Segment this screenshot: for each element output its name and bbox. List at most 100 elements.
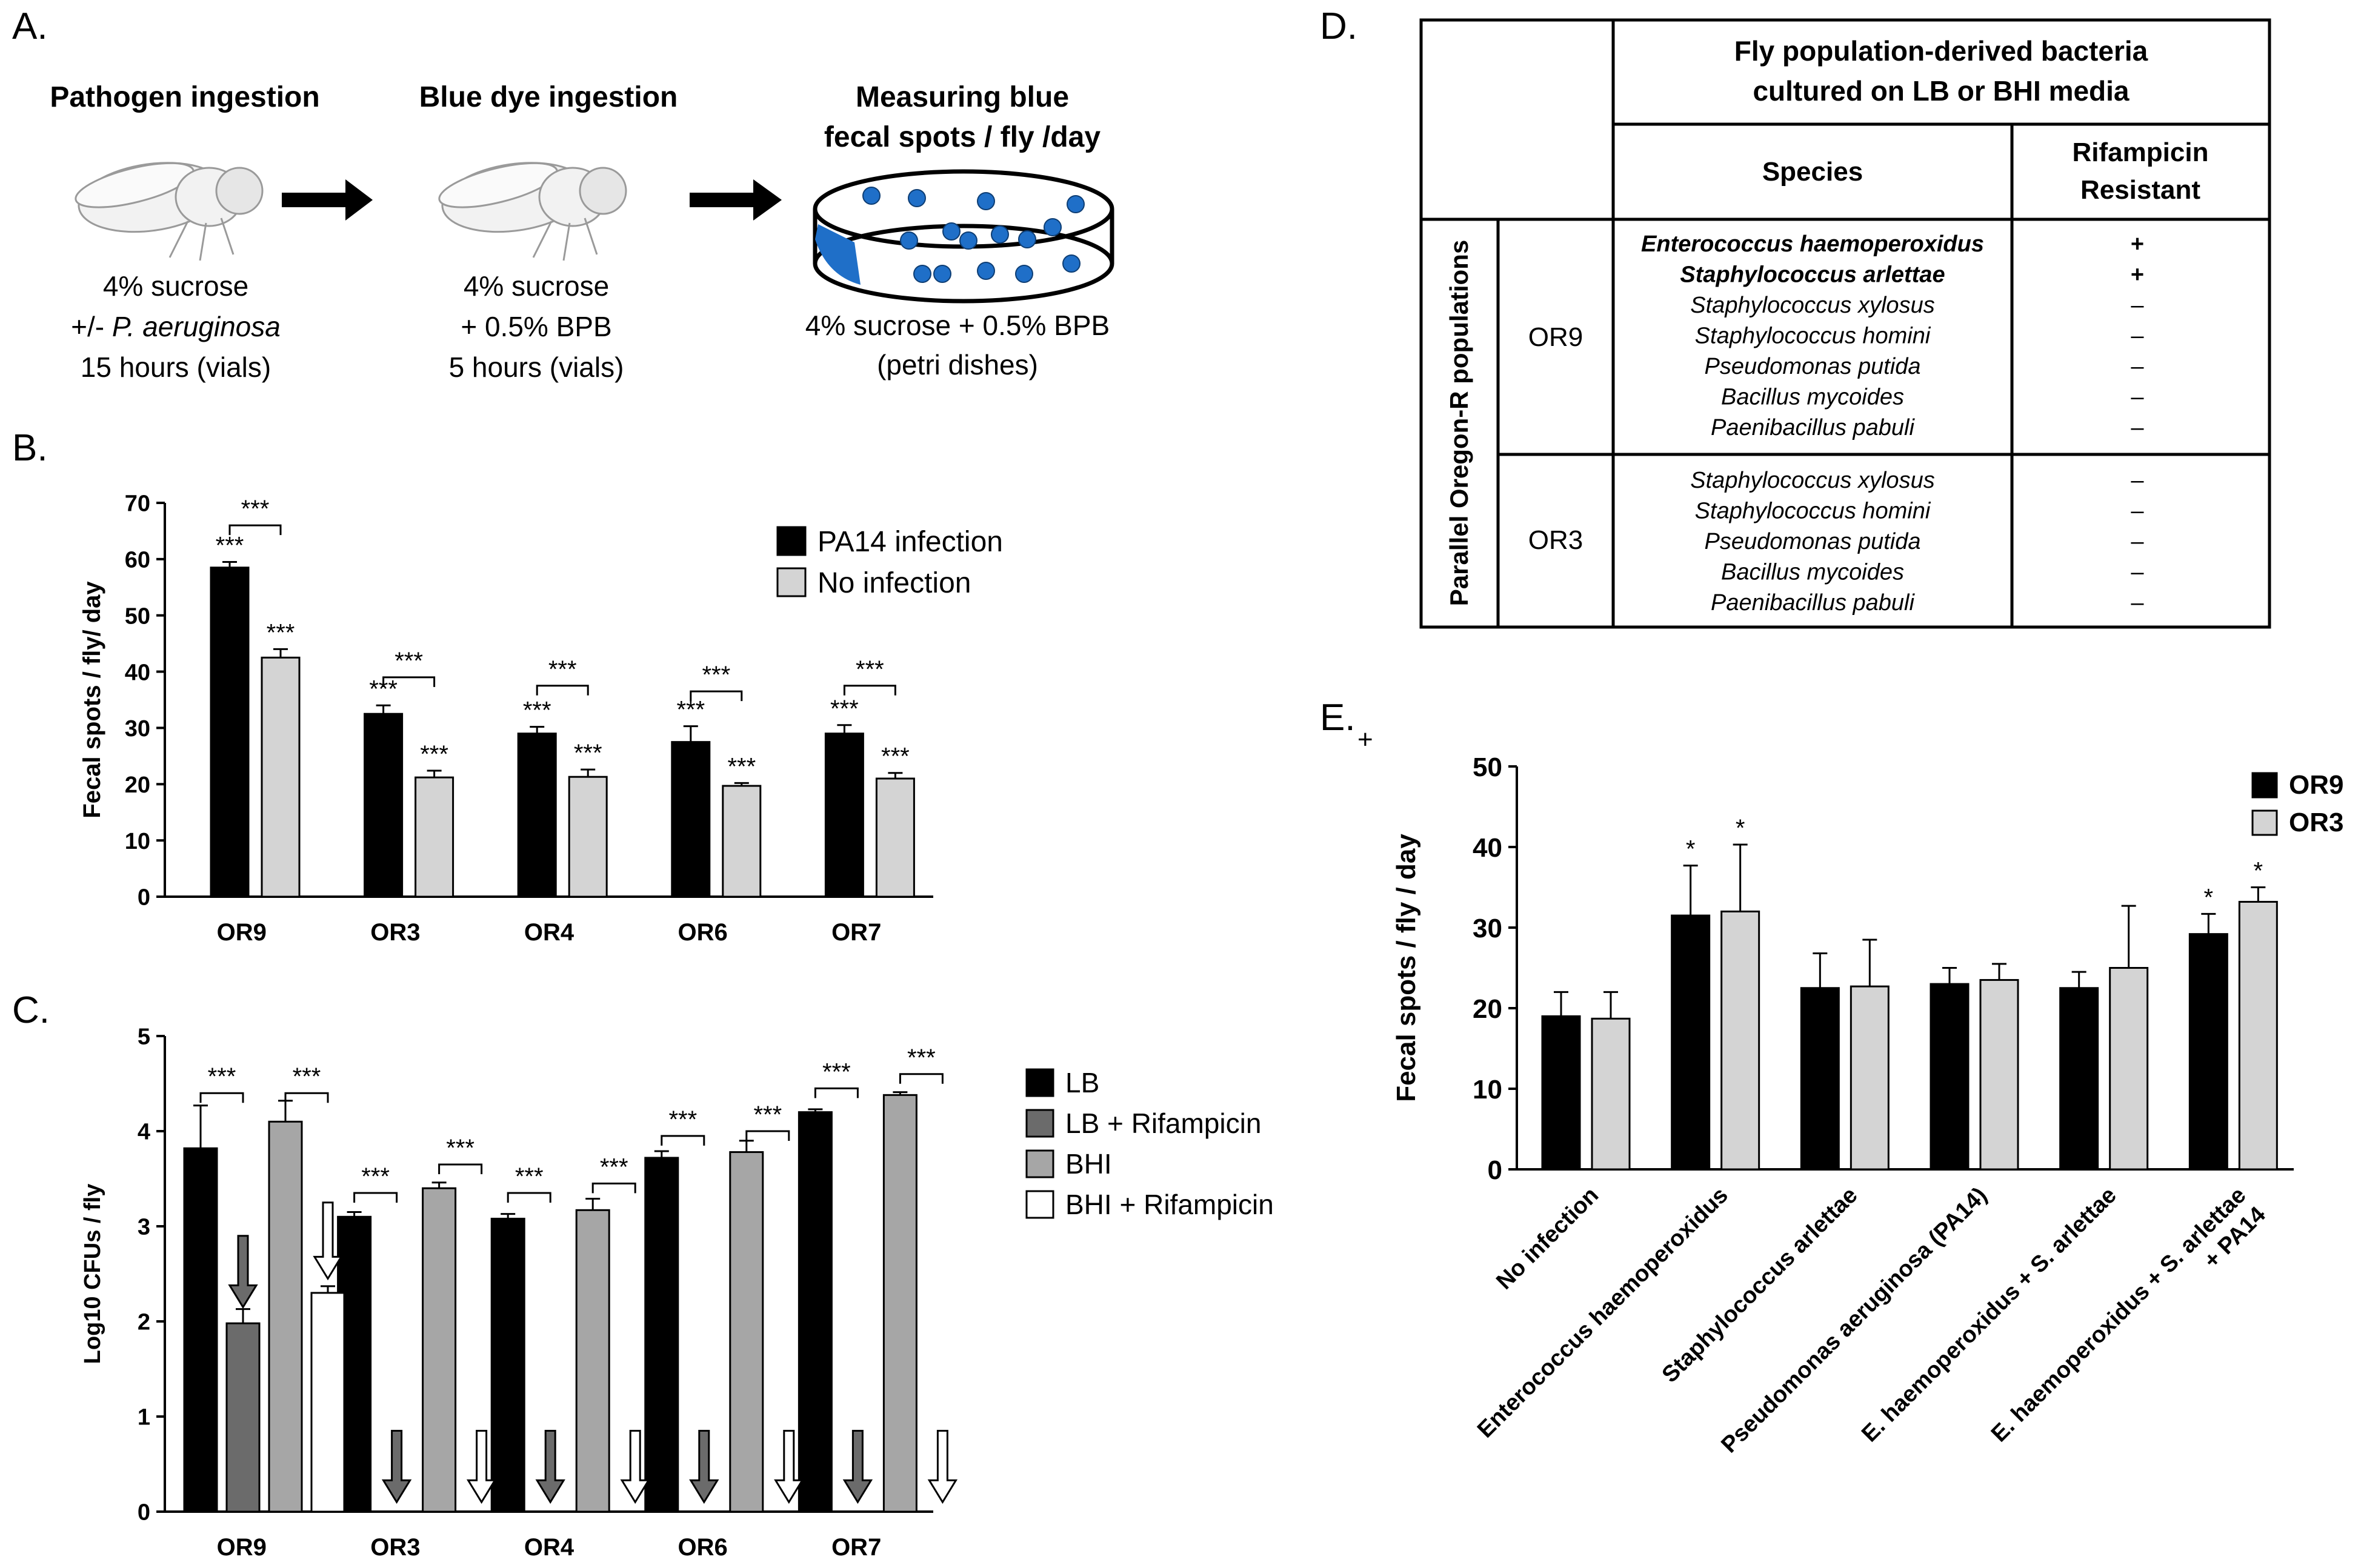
bracket-label: ***	[395, 648, 423, 674]
legend-label: No infection	[818, 567, 971, 599]
bar	[183, 1147, 218, 1513]
bar	[2238, 900, 2278, 1171]
x-tick-label: Pseudomonas aeruginosa (PA14)	[1716, 1183, 1992, 1458]
x-tick-label-line: E. haemoperoxidus + S. arlettae	[1986, 1183, 2251, 1447]
y-axis-label: Fecal spots / fly / day	[1391, 834, 1421, 1102]
step1-line1: 4% sucrose	[103, 270, 248, 302]
row-label-vertical: Parallel Oregon-R populations	[1445, 240, 1473, 606]
down-arrow-icon	[774, 1430, 804, 1504]
y-tick-label: 20	[125, 772, 150, 798]
bracket-label: ***	[600, 1154, 628, 1180]
x-tick-label: E. haemoperoxidus + S. arlettae+ PA14	[1986, 1183, 2271, 1467]
table-header-line2: cultured on LB or BHI media	[1753, 75, 2129, 107]
x-tick-label-line: E. haemoperoxidus + S. arlettae	[1857, 1183, 2122, 1447]
bracket-label: ***	[822, 1058, 851, 1085]
bar	[490, 1217, 525, 1513]
legend-swatch	[1025, 1149, 1054, 1178]
bar	[575, 1209, 610, 1513]
bracket-label: ***	[856, 656, 884, 683]
legend-swatch	[2251, 809, 2278, 836]
y-tick-label: 70	[125, 491, 150, 517]
down-arrow-icon	[381, 1430, 412, 1504]
bar	[2188, 933, 2228, 1171]
bracket-label: ***	[361, 1163, 390, 1190]
species-cell: Paenibacillus pabuli	[1711, 415, 1915, 440]
x-tick-label: OR3	[370, 919, 420, 946]
species-cell: Staphylococcus homini	[1695, 324, 1931, 349]
y-tick-label: 20	[1473, 994, 1502, 1024]
species-cell: Enterococcus haemoperoxidus	[1641, 231, 1984, 257]
legend-label: BHI	[1065, 1148, 1112, 1180]
bar	[1800, 987, 1840, 1171]
bar	[882, 1094, 917, 1513]
bar	[225, 1322, 261, 1513]
step2-line2: + 0.5% BPB	[461, 311, 611, 342]
legend-label: OR3	[2289, 808, 2343, 837]
panel-d-letter: D.	[1320, 5, 1357, 47]
arrow-right-icon	[282, 179, 373, 221]
species-cell: Staphylococcus xylosus	[1690, 293, 1934, 318]
rif-cell: +	[2131, 262, 2144, 288]
bracket-label: ***	[446, 1135, 475, 1161]
y-tick-label: 30	[1473, 914, 1502, 943]
step2-line1: 4% sucrose	[464, 270, 609, 302]
y-tick-label: 10	[125, 829, 150, 854]
chart-b: B. 0 10 20 30 40 50 60 70 Fecal spots / fly/ day *…	[12, 427, 1003, 946]
bar	[1591, 1017, 1631, 1171]
y-tick-label: 10	[1473, 1075, 1502, 1105]
bar	[422, 1187, 457, 1513]
significance-bracket	[899, 1073, 944, 1084]
significance-bracket	[814, 1087, 859, 1098]
legend-label: BHI + Rifampicin	[1065, 1189, 1274, 1220]
x-tick-label: OR7	[831, 919, 881, 946]
legend-swatch	[2251, 772, 2278, 799]
significance-label: *	[1736, 815, 1745, 842]
step1-title: Pathogen ingestion	[50, 81, 319, 113]
chart-c: C. 0 1 2 3 4 5 Log10 CFUs / fly *** *** *** *** *** *…	[12, 989, 1274, 1561]
col-species-header: Species	[1762, 157, 1863, 187]
y-tick-label: 40	[1473, 833, 1502, 863]
down-arrow-icon	[535, 1430, 565, 1504]
bracket-label: ***	[548, 656, 577, 683]
step3-title-2: fecal spots / fly /day	[824, 121, 1101, 153]
significance-label: ***	[727, 753, 756, 780]
bracket-label: ***	[702, 662, 730, 688]
bracket-label: ***	[293, 1063, 321, 1090]
bar	[310, 1292, 345, 1513]
species-cell: Pseudomonas putida	[1704, 354, 1920, 379]
legend-swatch	[1025, 1190, 1054, 1219]
bar	[1979, 978, 2019, 1171]
significance-bracket	[284, 1092, 329, 1103]
bar	[671, 741, 711, 898]
y-tick-label: 0	[138, 1500, 150, 1526]
bracket-label: ***	[515, 1163, 544, 1190]
step3-line2: (petri dishes)	[877, 349, 1038, 380]
group-label-or3: OR3	[1528, 525, 1583, 555]
x-tick-label-line: Enterococcus haemoperoxidus	[1473, 1183, 1733, 1443]
legend-label: LB	[1065, 1067, 1099, 1098]
step1-line2: +/- P. aeruginosa	[71, 311, 281, 342]
x-tick-label: Enterococcus haemoperoxidus	[1473, 1183, 1733, 1443]
significance-label: ***	[574, 740, 602, 766]
fly-icon	[438, 162, 627, 261]
down-arrow-icon	[313, 1201, 343, 1281]
bracket-label: ***	[208, 1063, 236, 1090]
bar	[1671, 914, 1711, 1171]
significance-label: ***	[420, 741, 448, 768]
significance-label: *	[1686, 836, 1696, 863]
rif-cell: –	[2131, 415, 2144, 440]
y-tick-label: 50	[125, 603, 150, 629]
bar	[415, 776, 455, 898]
significance-label: ***	[267, 619, 295, 646]
significance-bracket	[591, 1182, 636, 1194]
col-rif-header-2: Resistant	[2080, 175, 2200, 205]
panel-d: D. Fly population-derived bacteria cultu…	[1320, 5, 2271, 629]
bar	[210, 566, 250, 898]
step3-title-1: Measuring blue	[856, 81, 1069, 113]
x-tick-label-line: Pseudomonas aeruginosa (PA14)	[1716, 1183, 1992, 1458]
rif-cell: –	[2131, 529, 2144, 554]
significance-bracket	[507, 1192, 551, 1203]
bar	[1850, 985, 1890, 1171]
bar	[722, 785, 762, 898]
